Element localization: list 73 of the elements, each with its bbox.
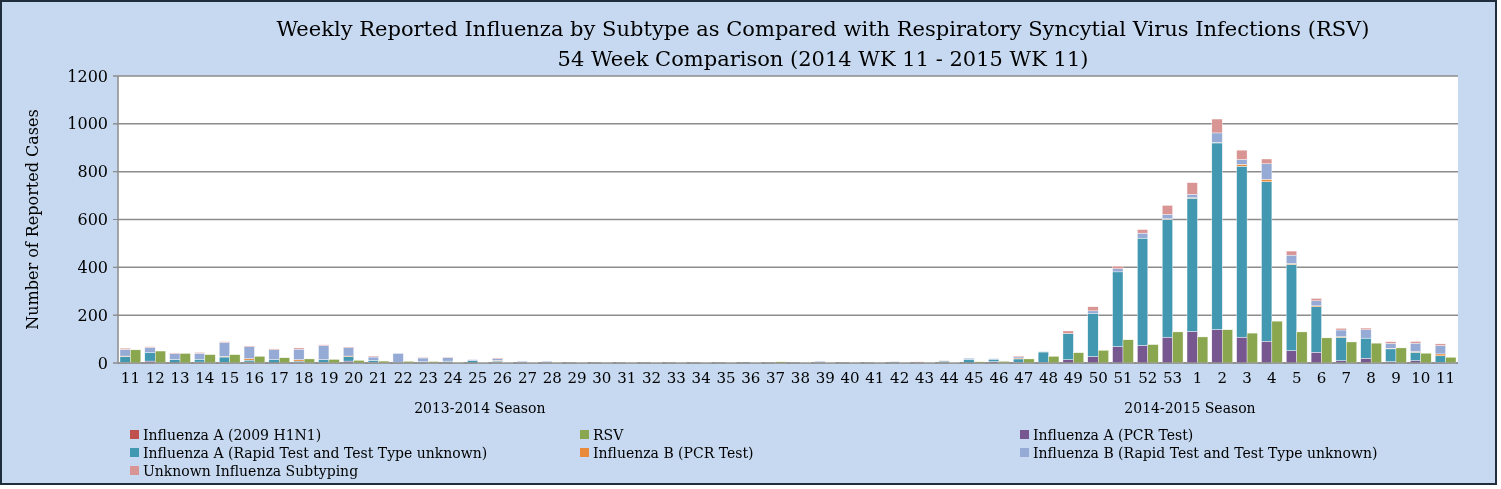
legend-label: Influenza A (Rapid Test and Test Type unknown)	[143, 445, 488, 461]
x-tick-label: 7	[1341, 369, 1352, 387]
x-tick-label: 53	[1163, 369, 1183, 387]
y-tick-label: 1000	[67, 114, 108, 134]
x-tick-label: 13	[170, 369, 190, 387]
x-tick-label: 45	[964, 369, 984, 387]
chart-title: Weekly Reported Influenza by Subtype as Compared with Respiratory Syncytial Virus Infections (RSV)	[276, 17, 1370, 41]
y-tick-label: 400	[77, 257, 108, 277]
x-tick-label: 16	[244, 369, 265, 387]
x-tick-label: 27	[517, 369, 537, 387]
y-tick-label: 600	[77, 210, 108, 230]
x-tick-label: 28	[542, 369, 562, 387]
x-tick-label: 5	[1291, 369, 1302, 387]
x-tick-label: 11	[120, 369, 140, 387]
legend-label: Influenza B (Rapid Test and Test Type unknown)	[1033, 445, 1378, 461]
x-tick-label: 36	[741, 369, 761, 387]
x-tick-label: 32	[641, 369, 662, 387]
x-tick-label: 25	[468, 369, 488, 387]
x-tick-label: 46	[989, 369, 1009, 387]
x-tick-label: 17	[269, 369, 289, 387]
x-tick-label: 12	[145, 369, 165, 387]
x-tick-label: 21	[369, 369, 389, 387]
x-tick-label: 44	[939, 369, 959, 387]
legend-label: Influenza A (2009 H1N1)	[143, 427, 322, 443]
x-tick-label: 9	[1391, 369, 1401, 387]
x-tick-label: 41	[865, 369, 885, 387]
x-tick-label: 6	[1316, 369, 1327, 387]
x-tick-label: 11	[1436, 369, 1456, 387]
y-tick-label: 200	[77, 305, 108, 325]
x-tick-label: 43	[914, 369, 935, 387]
legend-label: RSV	[593, 427, 625, 443]
x-tick-label: 35	[716, 369, 736, 387]
y-tick-label: 800	[77, 162, 108, 182]
x-tick-label: 23	[418, 369, 438, 387]
x-tick-label: 38	[790, 369, 810, 387]
x-tick-label: 1	[1192, 369, 1203, 387]
legend-label: Influenza B (PCR Test)	[593, 445, 754, 461]
x-tick-label: 31	[617, 369, 637, 387]
x-tick-label: 49	[1063, 369, 1083, 387]
chart-subtitle: 54 Week Comparison (2014 WK 11 - 2015 WK 11)	[557, 47, 1089, 71]
text: 2013-2014 Season	[414, 400, 546, 416]
x-tick-label: 3	[1242, 369, 1252, 387]
x-tick-label: 22	[393, 369, 413, 387]
x-tick-label: 39	[815, 369, 835, 387]
legend-label: Unknown Influenza Subtyping	[143, 463, 359, 479]
x-tick-label: 15	[220, 369, 240, 387]
y-tick-label: 1200	[67, 66, 108, 86]
x-tick-label: 42	[890, 369, 910, 387]
x-tick-label: 52	[1138, 369, 1158, 387]
y-axis-title: Number of Reported Cases	[23, 109, 42, 330]
x-tick-label: 14	[195, 369, 215, 387]
text: 2014-2015 Season	[1124, 400, 1256, 416]
x-tick-label: 24	[443, 369, 463, 387]
x-tick-label: 10	[1411, 369, 1431, 387]
x-tick-label: 29	[567, 369, 587, 387]
x-tick-label: 30	[592, 369, 612, 387]
legend-label: Influenza A (PCR Test)	[1033, 427, 1194, 443]
x-tick-label: 33	[666, 369, 686, 387]
x-tick-label: 47	[1014, 369, 1034, 387]
x-tick-label: 48	[1039, 369, 1059, 387]
x-tick-label: 50	[1088, 369, 1108, 387]
x-tick-label: 40	[840, 369, 860, 387]
x-tick-label: 20	[344, 369, 364, 387]
x-tick-label: 2	[1217, 369, 1228, 387]
x-tick-label: 37	[766, 369, 786, 387]
x-tick-label: 18	[294, 369, 314, 387]
x-tick-label: 51	[1113, 369, 1133, 387]
y-tick-label: 0	[97, 353, 108, 373]
x-tick-label: 19	[319, 369, 339, 387]
x-tick-label: 8	[1366, 369, 1376, 387]
x-tick-label: 26	[493, 369, 513, 387]
x-tick-label: 4	[1267, 369, 1277, 387]
x-tick-label: 34	[691, 369, 711, 387]
